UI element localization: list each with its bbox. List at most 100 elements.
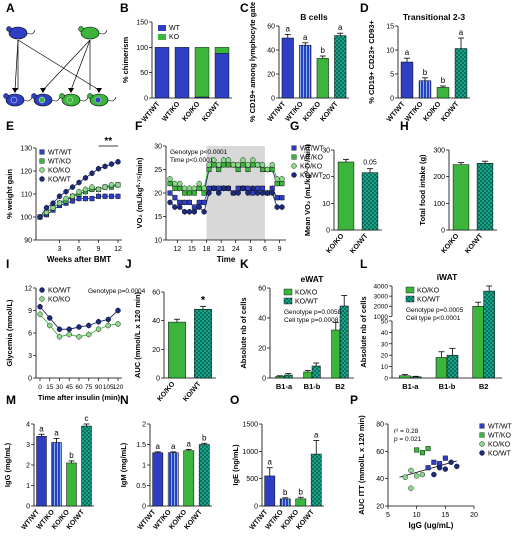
legend-swatch xyxy=(158,34,166,40)
y-tick-label: 20 xyxy=(322,174,330,181)
bar xyxy=(410,376,422,379)
data-point xyxy=(186,185,193,192)
stacked-bar-segment xyxy=(214,53,230,99)
significance-letter: a xyxy=(39,424,44,433)
legend-swatch xyxy=(283,297,293,305)
scatter-point xyxy=(425,465,431,471)
bone-marrow-spot xyxy=(66,96,74,104)
data-point xyxy=(230,162,237,168)
scatter-point xyxy=(414,447,420,453)
stacked-bar-segment xyxy=(214,47,230,54)
significance-letter: b xyxy=(283,488,288,497)
scatter-point xyxy=(419,450,425,456)
y-tick-label: 20 xyxy=(258,346,266,353)
data-point xyxy=(181,185,188,192)
recipient-mouse-ear xyxy=(3,93,9,99)
legend-label: WT/WT xyxy=(488,424,512,431)
y-tick-label: 90 xyxy=(24,238,32,245)
bar xyxy=(435,357,448,379)
y-axis-label: AUC (mmol/L x 120 min) xyxy=(133,291,142,378)
transfer-arrow xyxy=(70,39,91,91)
data-point xyxy=(82,175,89,181)
significance-letter: a xyxy=(338,23,343,32)
data-point xyxy=(167,190,173,196)
data-point xyxy=(225,157,232,163)
y-axis-label: VO₂ (mL/kg⁰·⁷⁵/min) xyxy=(135,157,144,228)
y-tick-label: 10 xyxy=(381,364,389,371)
data-point xyxy=(279,176,285,182)
bone-marrow-spot xyxy=(10,96,18,104)
panel-letter-P: P xyxy=(350,393,358,407)
data-point xyxy=(211,185,217,192)
legend-label: WT/WT xyxy=(300,146,324,153)
bar xyxy=(452,164,470,231)
y-axis-label: IgE (ng/mL) xyxy=(231,444,240,486)
data-point xyxy=(115,307,121,314)
data-point xyxy=(108,182,115,188)
data-point xyxy=(274,195,280,201)
x-axis-label: IgG (ug/mL) xyxy=(409,521,454,530)
bar xyxy=(446,354,459,379)
transfer-arrow xyxy=(17,39,100,91)
legend-label: KO/KO xyxy=(295,290,318,297)
y-axis-label: AUC ITT (mmol/L x 120 min) xyxy=(357,415,366,515)
bar xyxy=(334,35,347,99)
bone-marrow-spot xyxy=(94,96,102,104)
bar xyxy=(311,365,321,379)
significance-letter: a xyxy=(303,33,308,42)
y-tick-label: 2 xyxy=(142,422,146,429)
stats-annotation: Cell type p<0.0001 xyxy=(406,315,461,322)
bar xyxy=(454,48,468,99)
data-point xyxy=(172,195,178,201)
data-point xyxy=(177,185,183,191)
significance-letter: a xyxy=(54,428,59,437)
data-point xyxy=(201,185,207,192)
panel-letter-G: G xyxy=(290,119,299,133)
data-point xyxy=(259,162,266,168)
x-tick-label: 5 xyxy=(386,512,390,519)
bar xyxy=(152,452,164,507)
x-tick-label: WT/KO xyxy=(161,100,182,123)
panel-letter-L: L xyxy=(360,257,367,271)
data-point xyxy=(63,188,69,195)
data-point xyxy=(172,204,178,210)
data-point xyxy=(167,181,173,187)
data-point xyxy=(82,196,88,202)
bar xyxy=(299,44,312,99)
data-point xyxy=(235,185,241,191)
data-point xyxy=(206,162,212,168)
bar xyxy=(399,375,411,379)
x-tick-label: KO/KO xyxy=(181,100,201,123)
x-tick-label: 6 xyxy=(77,246,81,253)
significance-letter: a xyxy=(405,48,410,57)
data-point xyxy=(245,162,251,168)
y-tick-label: 10 xyxy=(386,48,394,55)
data-point xyxy=(105,322,111,329)
y-tick-label: 0 xyxy=(326,228,330,235)
bar xyxy=(316,58,329,99)
x-tick-label: B2 xyxy=(479,382,489,391)
data-point xyxy=(254,190,261,196)
bar xyxy=(81,425,92,507)
data-point xyxy=(89,196,95,202)
x-tick-label: 12 xyxy=(114,246,122,253)
y-tick-label: 0 xyxy=(262,376,266,383)
bar xyxy=(167,452,179,507)
panel-letter-D: D xyxy=(360,1,369,15)
data-point xyxy=(221,162,227,168)
stacked-bar-segment xyxy=(154,47,170,99)
bar xyxy=(361,172,379,231)
y-tick-label: 60 xyxy=(152,290,160,297)
x-tick-label: 3 xyxy=(248,246,252,253)
data-point xyxy=(115,193,121,199)
data-point xyxy=(274,176,280,182)
data-point xyxy=(102,163,108,170)
data-point xyxy=(66,326,72,332)
y-tick-label: 0 xyxy=(441,228,445,235)
y-tick-label: 110 xyxy=(21,192,32,199)
bar xyxy=(281,37,294,99)
data-point xyxy=(254,162,261,168)
y-tick-label: 0 xyxy=(142,504,146,511)
legend-marker xyxy=(291,172,297,178)
data-point xyxy=(206,185,212,191)
